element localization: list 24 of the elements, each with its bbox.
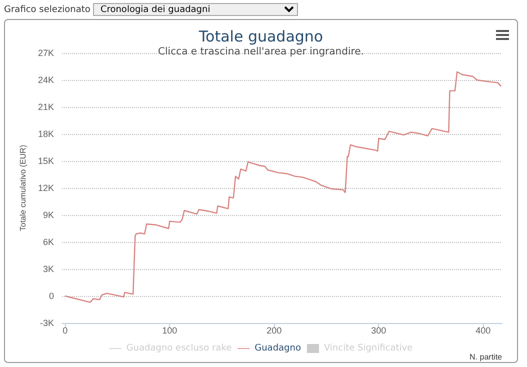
chart-subtitle: Clicca e trascina nell'area per ingrandire. — [158, 46, 364, 58]
y-tick-label: -3K — [40, 318, 54, 328]
y-tick-label: 9K — [42, 210, 54, 220]
text: Grafico selezionato — [4, 4, 90, 14]
chart-title: Totale guadagno — [198, 28, 324, 46]
legend-label: Guadagno — [254, 344, 302, 354]
line-series — [64, 71, 502, 303]
y-axis-title: Totale cumulativo (EUR) — [18, 144, 28, 232]
x-tick-label: 200 — [266, 326, 282, 336]
x-axis-title: N. partite — [470, 352, 503, 362]
y-tick-label: 15K — [38, 156, 54, 166]
text: Cronologia dei guadagni — [93, 3, 298, 16]
y-tick-label: 24K — [38, 75, 54, 85]
y-tick-label: 0 — [48, 291, 54, 301]
y-tick-label: 21K — [38, 102, 54, 112]
x-tick-label: 100 — [162, 326, 178, 336]
x-tick-label: 300 — [371, 326, 386, 336]
x-tick-label: 0 — [62, 326, 68, 336]
y-tick-label: 27K — [38, 48, 54, 58]
y-tick-label: 3K — [42, 264, 54, 274]
x-tick-label: 400 — [476, 326, 491, 336]
y-tick-label: 18K — [38, 129, 54, 139]
y-tick-label: 12K — [38, 183, 54, 193]
y-tick-label: 6K — [42, 237, 54, 247]
